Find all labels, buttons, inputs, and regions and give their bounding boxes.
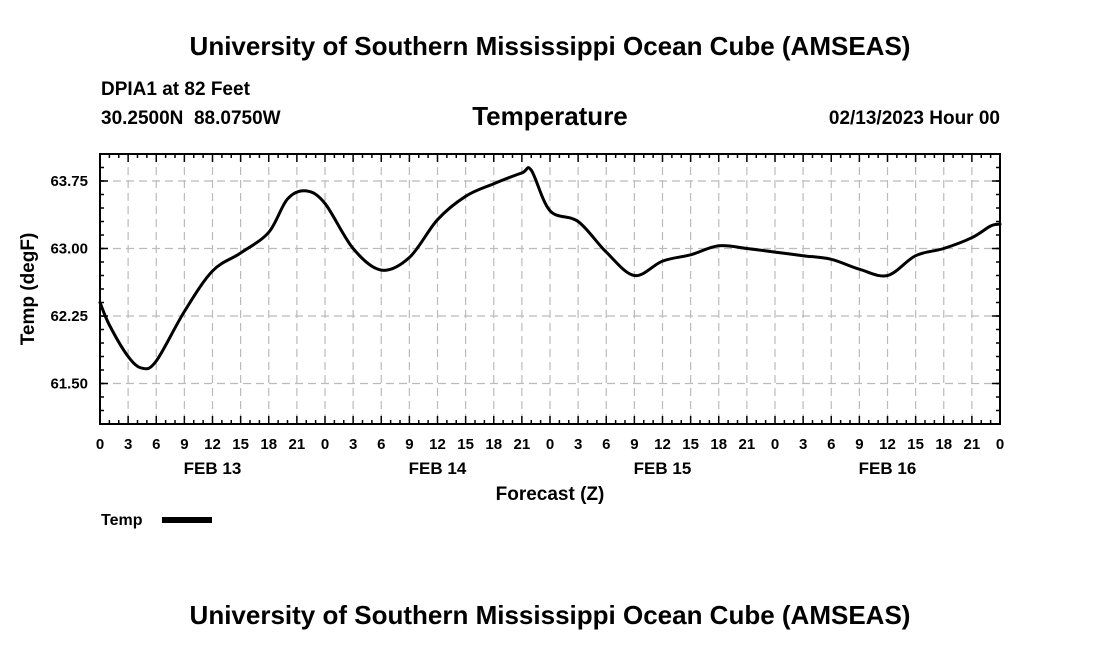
x-tick-label: 3 bbox=[349, 436, 357, 453]
x-tick-label: 6 bbox=[377, 436, 385, 453]
x-tick-label: 9 bbox=[405, 436, 413, 453]
x-tick-label: 6 bbox=[827, 436, 835, 453]
date-labels: FEB 13 FEB 14 FEB 15 FEB 16 bbox=[184, 459, 917, 478]
x-tick-label: 15 bbox=[232, 436, 249, 453]
date-label: FEB 13 bbox=[184, 459, 242, 478]
x-tick-label: 21 bbox=[964, 436, 981, 453]
x-tick-label: 3 bbox=[124, 436, 132, 453]
y-tick-label: 61.50 bbox=[50, 376, 88, 393]
x-tick-label: 3 bbox=[799, 436, 807, 453]
x-tick-label: 6 bbox=[602, 436, 610, 453]
x-tick-label: 9 bbox=[855, 436, 863, 453]
x-tick-label: 12 bbox=[879, 436, 896, 453]
chart-title: University of Southern Mississippi Ocean… bbox=[190, 31, 911, 61]
x-tick-label: 6 bbox=[152, 436, 160, 453]
y-axis-label: Temp (degF) bbox=[18, 233, 39, 346]
x-tick-label: 12 bbox=[204, 436, 221, 453]
x-tick-label: 12 bbox=[429, 436, 446, 453]
x-tick-label: 18 bbox=[260, 436, 277, 453]
x-tick-label: 15 bbox=[682, 436, 699, 453]
x-tick-label: 18 bbox=[935, 436, 952, 453]
x-tick-label: 9 bbox=[180, 436, 188, 453]
x-tick-label: 0 bbox=[771, 436, 779, 453]
x-tick-label: 9 bbox=[630, 436, 638, 453]
legend-label: Temp bbox=[101, 512, 143, 529]
grid-lines bbox=[100, 154, 1000, 424]
x-tick-label: 21 bbox=[739, 436, 756, 453]
x-tick-label: 0 bbox=[996, 436, 1004, 453]
y-tick-labels: 61.50 62.25 63.00 63.75 bbox=[50, 173, 88, 393]
x-tick-label: 3 bbox=[574, 436, 582, 453]
x-tick-label: 0 bbox=[546, 436, 554, 453]
x-axis-label: Forecast (Z) bbox=[496, 484, 605, 505]
plot-frame bbox=[99, 153, 1001, 425]
legend: Temp bbox=[101, 512, 212, 529]
x-tick-label: 18 bbox=[485, 436, 502, 453]
temp-series-line bbox=[98, 166, 1002, 371]
y-tick-label: 63.75 bbox=[50, 173, 88, 190]
x-tick-label: 21 bbox=[289, 436, 306, 453]
station-coordinates: 30.2500N 88.0750W bbox=[101, 108, 281, 129]
station-label: DPIA1 at 82 Feet bbox=[101, 79, 251, 100]
x-tick-label: 18 bbox=[710, 436, 727, 453]
y-tick-label: 62.25 bbox=[50, 308, 88, 325]
y-tick-label: 63.00 bbox=[50, 241, 88, 258]
x-tick-labels: 0 3 6 9 12 15 18 21 0 3 6 9 12 15 18 21 0 3 6 9 12 15 18 21 0 3 6 9… bbox=[96, 436, 1004, 453]
x-tick-label: 21 bbox=[514, 436, 531, 453]
date-label: FEB 14 bbox=[409, 459, 467, 478]
x-tick-label: 0 bbox=[96, 436, 104, 453]
x-tick-label: 15 bbox=[907, 436, 924, 453]
x-tick-label: 0 bbox=[321, 436, 329, 453]
x-tick-label: 15 bbox=[457, 436, 474, 453]
date-label: FEB 16 bbox=[859, 459, 917, 478]
variable-title: Temperature bbox=[472, 101, 628, 131]
x-tick-label: 12 bbox=[654, 436, 671, 453]
forecast-run-time: 02/13/2023 Hour 00 bbox=[829, 108, 1000, 129]
date-label: FEB 15 bbox=[634, 459, 692, 478]
footer-title: University of Southern Mississippi Ocean… bbox=[190, 600, 911, 630]
